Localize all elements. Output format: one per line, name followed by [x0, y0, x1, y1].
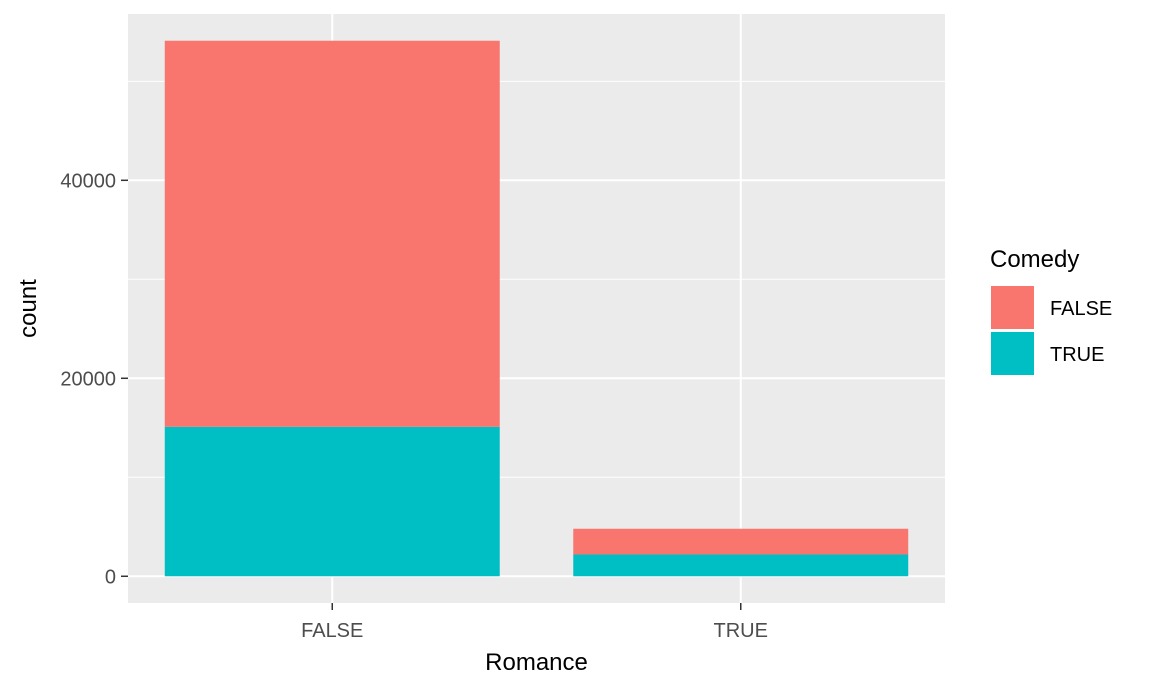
bar-segment-false-comedy-false: [164, 40, 500, 427]
bars: [164, 40, 909, 577]
x-axis-title: Romance: [485, 649, 588, 676]
x-axis: FALSE TRUE: [301, 603, 768, 642]
legend-label-false: FALSE: [1050, 298, 1112, 320]
legend-title: Comedy: [990, 246, 1079, 273]
legend-label-true: TRUE: [1050, 344, 1104, 366]
bar-segment-true-comedy-true: [573, 554, 909, 577]
y-tick-label: 20000: [60, 368, 116, 390]
y-tick-label: 0: [105, 566, 116, 588]
x-tick-label: FALSE: [301, 620, 363, 642]
y-axis: 0 20000 40000: [60, 170, 128, 588]
bar-segment-true-comedy-false: [573, 528, 909, 555]
legend-swatch-false: [991, 286, 1034, 329]
bar-segment-false-comedy-true: [164, 426, 500, 577]
x-tick-label: TRUE: [714, 620, 768, 642]
legend: Comedy FALSE TRUE: [990, 246, 1112, 375]
y-axis-title: count: [15, 279, 42, 338]
y-tick-label: 40000: [60, 170, 116, 192]
legend-swatch-true: [991, 332, 1034, 375]
